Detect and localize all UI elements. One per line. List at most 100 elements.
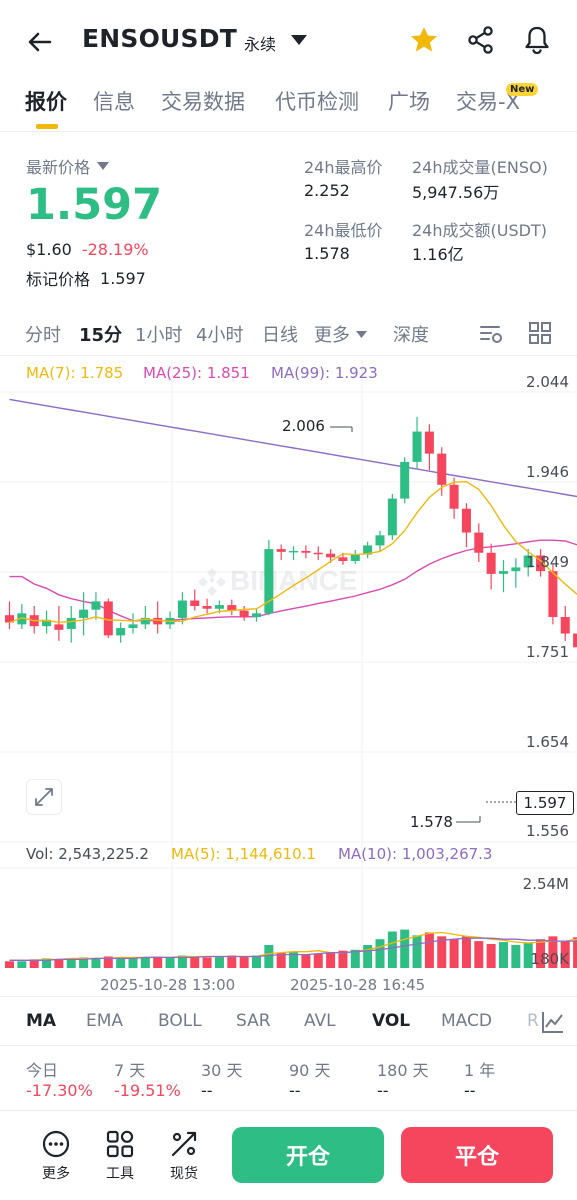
spot-button[interactable]: 现货 [159,1129,209,1183]
ma99-legend: MA(99): 1.923 [271,364,378,382]
indicator-ma[interactable]: MA [26,1011,57,1031]
indicator-tabs: MA EMA BOLL SAR AVL VOL MACD R [0,996,577,1046]
volume-bar [400,929,410,968]
perf-value-today: -17.30% [26,1081,93,1100]
volume-bar [437,936,447,968]
perf-value-180d: -- [377,1081,389,1100]
bell-icon[interactable] [521,24,553,56]
candle-body [5,615,14,623]
indicator-boll[interactable]: BOLL [158,1011,202,1031]
candle-body [103,601,113,636]
candle-body [449,484,459,509]
volume-bar [66,958,76,968]
candle-body [79,609,89,618]
watermark-text: BINANCE [230,565,358,596]
candle-body [66,617,76,629]
candle-body [573,633,577,648]
tab-info[interactable]: 信息 [93,90,135,114]
high-24h: 2.252 [304,181,350,200]
usd-price: $1.60 [26,240,72,259]
perf-value-7d: -19.51% [114,1081,181,1100]
volume-bar [165,957,175,968]
more-button[interactable]: 更多 [31,1129,81,1183]
interval-4h[interactable]: 4小时 [196,325,244,346]
volume-bar [103,956,113,968]
volume-bar [560,941,570,968]
vol-enso-label: 24h成交量(ENSO) [412,158,548,177]
x-tick-label: 2025-10-28 13:00 [100,976,236,994]
candle-body [276,549,286,552]
ma7-legend: MA(7): 1.785 [26,364,124,382]
ma7-line [9,480,577,624]
volume-bar [499,942,508,968]
price-markers [330,426,516,823]
candles [5,416,577,652]
volume-bar [289,951,299,968]
volume-bar [42,958,52,968]
ma25-legend: MA(25): 1.851 [143,364,250,382]
back-arrow-icon[interactable] [24,26,56,58]
interval-15m[interactable]: 15分 [79,325,123,346]
volume-bar [412,935,422,968]
volume-bar [54,959,64,968]
candle-body [523,555,533,568]
y-tick-label: 1.654 [526,733,569,751]
last-price-label-group[interactable]: 最新价格 [26,154,110,178]
last-price-label: 最新价格 [26,158,91,177]
symbol-title[interactable]: ENSOUSDT [82,24,237,53]
share-icon[interactable] [465,24,497,56]
fullscreen-button[interactable] [26,779,62,815]
indicator-rsi[interactable]: R [527,1011,539,1031]
close-position-button[interactable]: 平仓 [401,1127,553,1183]
tools-grid-icon [106,1130,134,1158]
candle-body [400,461,410,499]
volume-ma-lines [9,931,577,961]
interval-line[interactable]: 分时 [25,325,61,346]
indicator-ema[interactable]: EMA [86,1011,124,1031]
tab-square[interactable]: 广场 [388,90,430,114]
vol-tick-label: 180K [530,950,569,968]
volume-bar [116,957,126,968]
interval-1h[interactable]: 1小时 [135,325,183,346]
indicator-chart-icon[interactable] [540,1009,566,1035]
volume-bar [214,956,224,968]
interval-1d[interactable]: 日线 [262,325,298,346]
grid-layout-icon[interactable] [528,321,552,345]
y-tick-label: 1.946 [526,463,569,481]
indicator-sar[interactable]: SAR [236,1011,271,1031]
volume-bar [17,961,27,968]
volume-bar [5,961,14,968]
indicator-settings-icon[interactable] [478,321,504,347]
interval-selector: 分时 15分 1小时 4小时 日线 更多 深度 [0,312,577,356]
tab-quote[interactable]: 报价 [25,90,67,114]
x-tick-label: 2025-10-28 16:45 [290,976,426,994]
volume-bar [140,957,150,968]
perf-label-1y: 1 年 [464,1061,496,1080]
vol-tick-label: 2.54M [522,875,569,893]
low-24h: 1.578 [304,244,350,263]
tab-trading-data[interactable]: 交易数据 [161,90,245,114]
tools-button[interactable]: 工具 [95,1129,145,1183]
volume-bar [375,939,385,968]
volume-bar [239,956,249,968]
binance-watermark: BINANCE [198,565,358,596]
interval-depth[interactable]: 深度 [393,325,429,346]
caret-down-icon [97,162,110,170]
indicator-macd[interactable]: MACD [441,1011,492,1031]
tab-token-check[interactable]: 代币检测 [275,90,359,114]
new-badge: New [506,83,539,96]
indicator-vol[interactable]: VOL [372,1011,411,1031]
indicator-avl[interactable]: AVL [304,1011,336,1031]
open-position-button[interactable]: 开仓 [232,1127,384,1183]
candle-body [363,545,373,555]
spot-label: 现货 [170,1166,198,1182]
star-icon[interactable] [408,24,440,56]
candle-body [511,567,521,572]
chevron-down-icon[interactable] [290,33,308,47]
candlestick-chart[interactable]: BINANCE [0,356,577,996]
volume-bar [474,941,484,968]
volume-bar [313,953,323,968]
bottom-action-bar: 更多 工具 现货 开仓 平仓 [0,1110,577,1200]
interval-more[interactable]: 更多 [314,321,368,347]
volume-bar [301,954,311,968]
